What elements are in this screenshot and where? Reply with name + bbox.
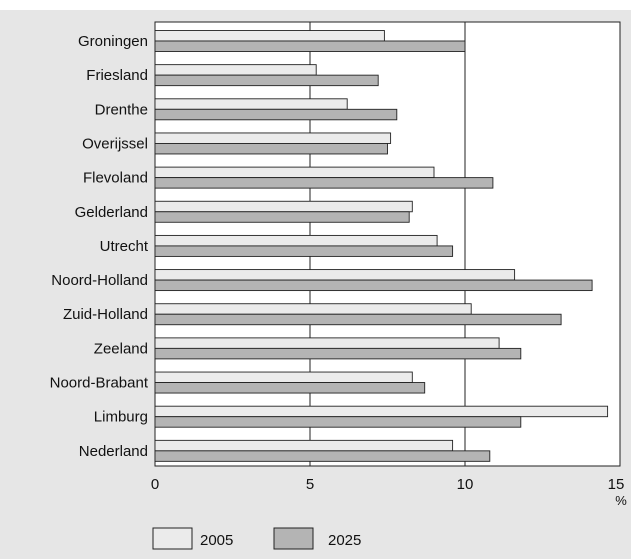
bar-noord-brabant-2025 [154, 382, 426, 394]
legend-label-2025: 2025 [328, 532, 361, 549]
bar-nederland-2025 [154, 450, 491, 462]
category-label-utrecht: Utrecht [100, 238, 149, 255]
category-label-limburg: Limburg [94, 409, 148, 426]
x-tick-label-15: 15 [608, 476, 625, 493]
category-label-flevoland: Flevoland [83, 170, 148, 187]
bars [154, 30, 609, 462]
bar-groningen-2025 [154, 40, 466, 52]
bar-limburg-2005 [154, 405, 609, 418]
category-label-noord-brabant: Noord-Brabant [50, 375, 149, 392]
category-label-groningen: Groningen [78, 33, 148, 50]
category-label-friesland: Friesland [86, 67, 148, 84]
bar-utrecht-2005 [154, 234, 438, 247]
category-label-drenthe: Drenthe [95, 101, 148, 118]
category-label-noord-holland: Noord-Holland [51, 272, 148, 289]
bar-noord-holland-2005 [154, 269, 516, 281]
bar-groningen-2005 [154, 30, 385, 42]
category-label-nederland: Nederland [79, 443, 148, 460]
category-labels: Groningen Friesland Drenthe Overijssel Flevo… [50, 33, 149, 460]
x-axis-unit: % [615, 493, 627, 508]
bar-friesland-2005 [154, 64, 317, 76]
category-label-zeeland: Zeeland [94, 340, 148, 357]
bar-limburg-2025 [154, 416, 522, 428]
bar-zuid-holland-2025 [154, 313, 562, 326]
bar-flevoland-2025 [154, 177, 494, 189]
bar-noord-holland-2025 [154, 279, 593, 292]
x-tick-label-5: 5 [306, 476, 314, 493]
legend-swatch-2005 [152, 527, 193, 550]
cropped-caption-strip [0, 0, 631, 10]
bar-noord-brabant-2005 [154, 371, 413, 383]
x-tick-label-0: 0 [151, 476, 159, 493]
legend-label-2005: 2005 [200, 532, 233, 549]
legend-swatch-2025 [273, 527, 314, 550]
bar-flevoland-2005 [154, 166, 435, 179]
bar-gelderland-2025 [154, 211, 410, 223]
x-axis-ticks: 0 5 10 15 [151, 476, 625, 493]
category-label-zuid-holland: Zuid-Holland [63, 306, 148, 323]
category-label-overijssel: Overijssel [82, 135, 148, 152]
category-label-gelderland: Gelderland [75, 204, 148, 221]
bar-gelderland-2005 [154, 200, 413, 213]
bar-drenthe-2005 [154, 98, 348, 110]
bar-friesland-2025 [154, 74, 379, 87]
bar-overijssel-2025 [154, 143, 388, 155]
bar-overijssel-2005 [154, 132, 392, 144]
bar-utrecht-2025 [154, 245, 454, 257]
legend: 2005 2025 [152, 527, 361, 550]
x-tick-label-10: 10 [457, 476, 474, 493]
bar-zeeland-2005 [154, 337, 500, 349]
bar-nederland-2005 [154, 439, 454, 452]
bar-zuid-holland-2005 [154, 303, 472, 315]
bar-zeeland-2025 [154, 347, 522, 360]
bar-drenthe-2025 [154, 108, 398, 121]
